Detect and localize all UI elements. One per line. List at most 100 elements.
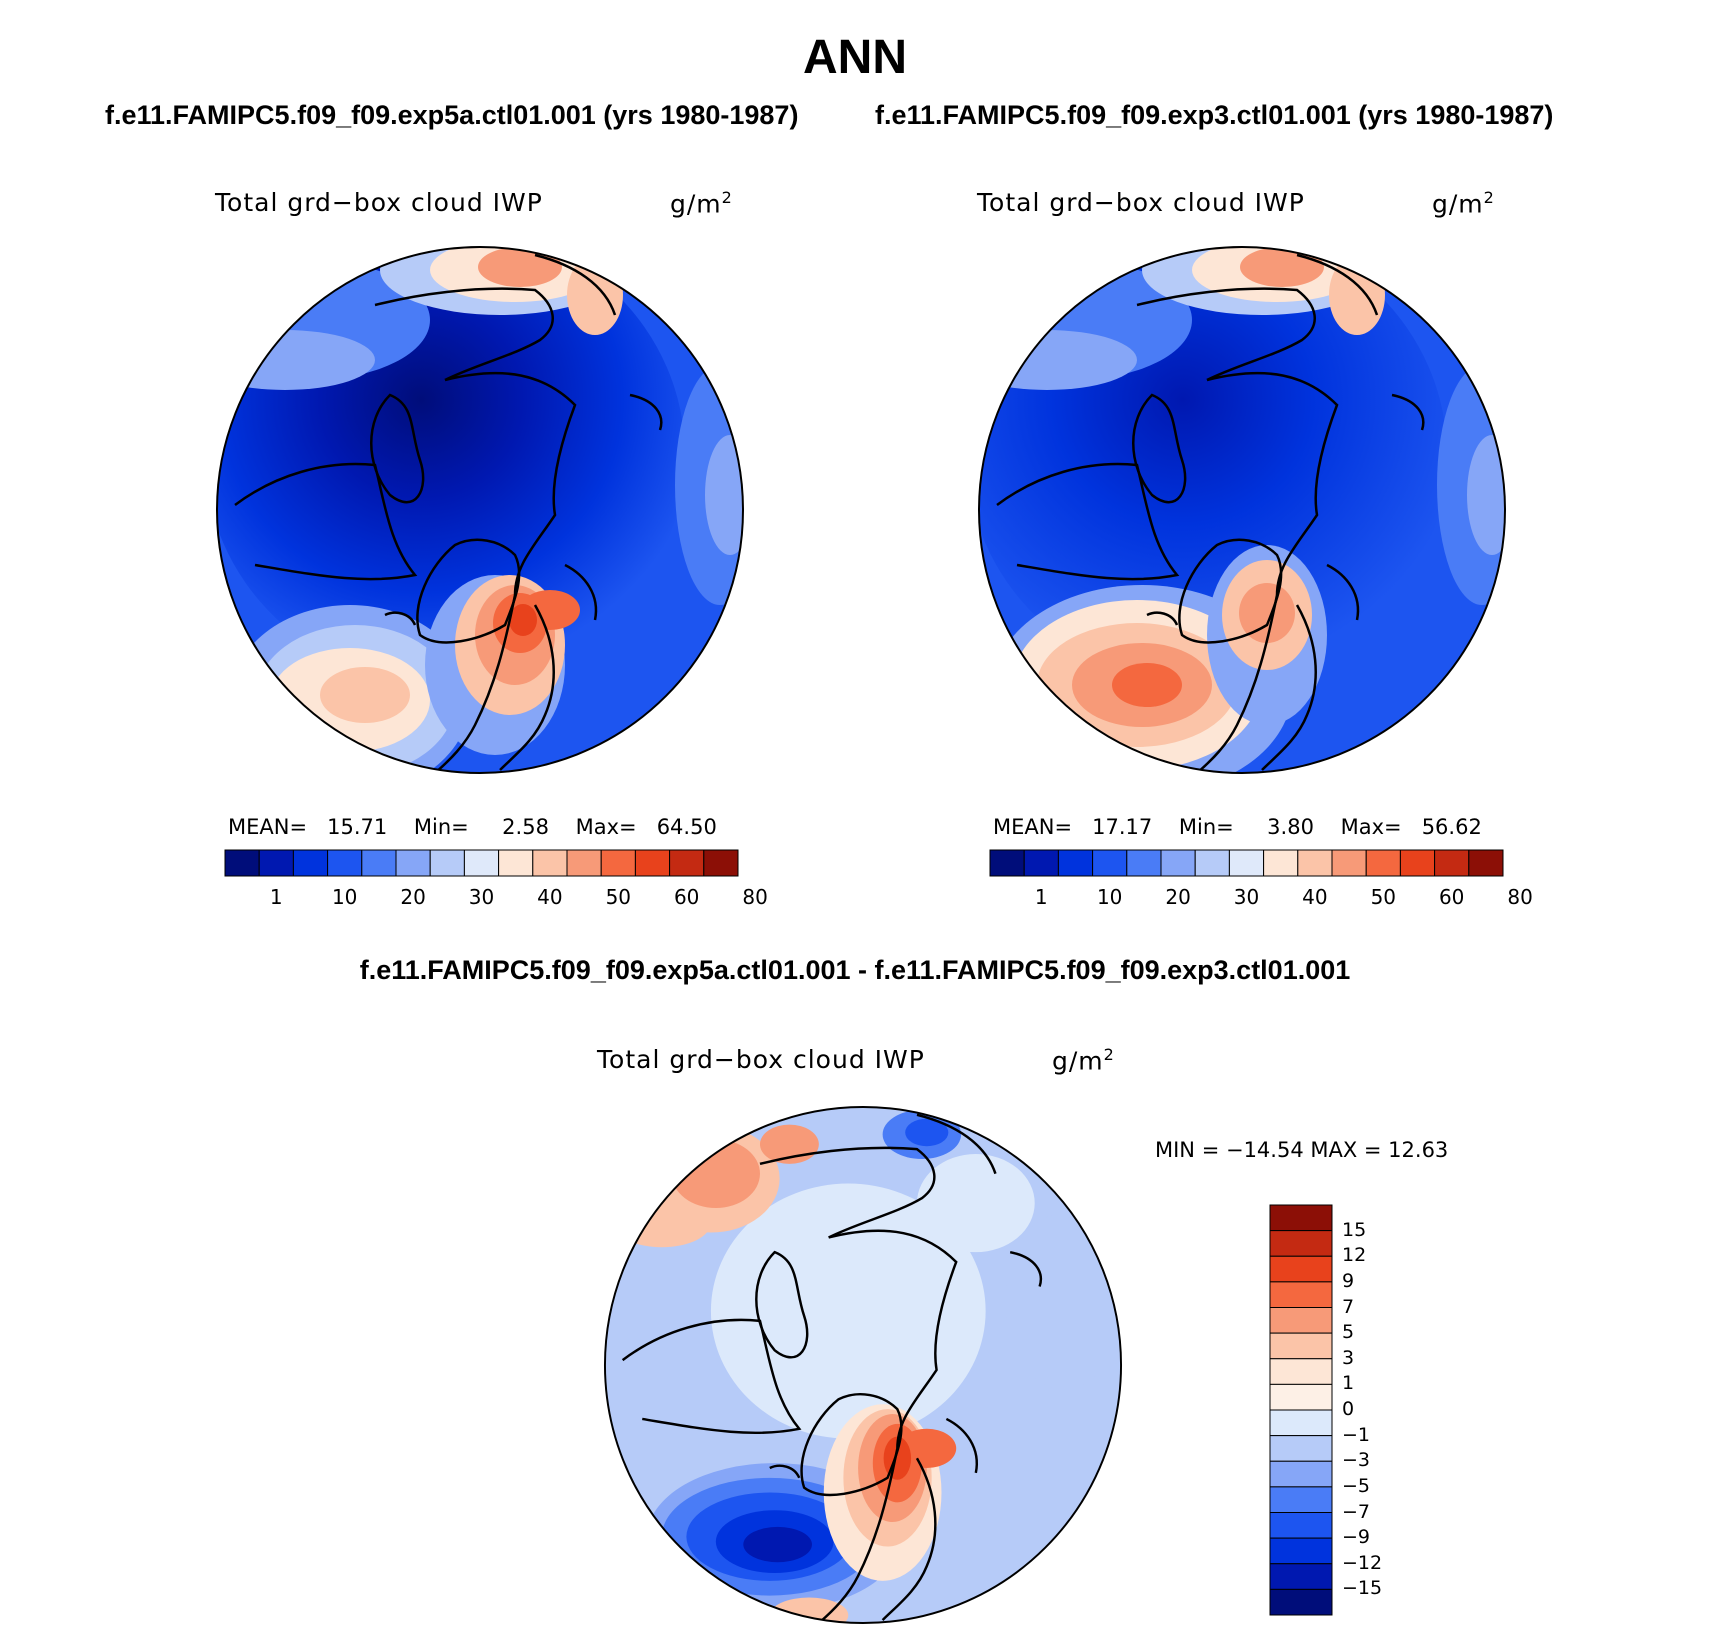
- variable-label-diff: Total grd−box cloud IWP: [597, 1045, 925, 1074]
- colorbar-swatch: [1365, 849, 1401, 877]
- colorbar-swatch: [1092, 849, 1128, 877]
- colorbar-swatch: [1269, 1230, 1333, 1257]
- colorbar-swatch: [989, 849, 1025, 877]
- colorbar-swatch: [1126, 849, 1162, 877]
- colorbar-tick-label: 12: [1342, 1244, 1367, 1267]
- max-label: Max=: [1340, 815, 1402, 839]
- polar-map-left: [216, 246, 744, 774]
- colorbar-left: [224, 849, 739, 877]
- colorbar-swatch: [1269, 1281, 1333, 1308]
- colorbar-swatch: [1269, 1435, 1333, 1462]
- colorbar-swatch: [566, 849, 602, 877]
- colorbar-tick-label: 40: [537, 885, 563, 909]
- colorbar-tick-label: 30: [1233, 885, 1260, 909]
- colorbar-swatch: [1269, 1512, 1333, 1539]
- colorbar-tick-label: 15: [1342, 1218, 1367, 1241]
- colorbar-swatch: [1269, 1255, 1333, 1283]
- variable-label-right: Total grd−box cloud IWP: [977, 188, 1305, 217]
- colorbar-tick-label: 1: [269, 885, 283, 909]
- colorbar-swatch: [1434, 849, 1470, 877]
- mean-value: 17.17: [1092, 815, 1153, 839]
- colorbar-tick-label: 7: [1342, 1295, 1355, 1318]
- colorbar-tick-label: 1: [1342, 1372, 1355, 1395]
- difference-title: f.e11.FAMIPC5.f09_f09.exp5a.ctl01.001 - …: [359, 955, 1351, 985]
- colorbar-swatch: [292, 849, 329, 877]
- min-label: Min=: [1178, 815, 1234, 839]
- colorbar-ticks-left: 1 10 20 30 40 50 60 80: [225, 885, 768, 911]
- main-title: ANN: [803, 31, 907, 84]
- colorbar-tick-label: 60: [1438, 885, 1465, 909]
- colorbar-swatch: [361, 849, 397, 877]
- colorbar-tick-label: 20: [400, 885, 426, 909]
- polar-map-difference: [603, 1105, 1123, 1625]
- colorbar-swatch: [600, 849, 636, 877]
- mean-value: 15.71: [327, 815, 388, 839]
- colorbar-tick-label: 20: [1165, 885, 1191, 909]
- colorbar-tick-label: −5: [1342, 1474, 1371, 1497]
- variable-label-left: Total grd−box cloud IWP: [215, 188, 543, 217]
- colorbar-right: [989, 849, 1504, 877]
- colorbar-tick-label: 80: [742, 885, 768, 909]
- max-value: 64.50: [656, 815, 717, 839]
- min-value: 2.58: [502, 815, 549, 839]
- colorbar-tick-label: −3: [1342, 1449, 1371, 1472]
- colorbar-swatch: [669, 849, 705, 877]
- min-label: Min=: [413, 815, 469, 839]
- colorbar-swatch: [1269, 1204, 1333, 1232]
- colorbar-swatch: [1399, 849, 1436, 877]
- colorbar-tick-label: 50: [605, 885, 632, 909]
- colorbar-tick-label: −15: [1342, 1577, 1383, 1600]
- colorbar-swatch: [703, 849, 739, 877]
- colorbar-tick-label: 50: [1370, 885, 1397, 909]
- max-label: Max=: [575, 815, 637, 839]
- colorbar-swatch: [1269, 1307, 1333, 1334]
- colorbar-swatch: [1160, 849, 1196, 877]
- colorbar-swatch: [1269, 1563, 1333, 1590]
- colorbar-swatch: [634, 849, 671, 877]
- colorbar-swatch: [1269, 1332, 1333, 1360]
- colorbar-tick-label: 5: [1342, 1321, 1355, 1344]
- colorbar-swatch: [1269, 1358, 1333, 1385]
- colorbar-tick-label: 9: [1342, 1269, 1355, 1292]
- stats-left: MEAN= 15.71 Min= 2.58 Max= 64.50: [228, 815, 717, 839]
- colorbar-swatch: [258, 849, 294, 877]
- colorbar-swatch: [1269, 1537, 1333, 1565]
- colorbar-tick-label: −1: [1342, 1423, 1371, 1446]
- colorbar-tick-label: −7: [1342, 1500, 1371, 1523]
- colorbar-swatch: [224, 849, 260, 877]
- colorbar-tick-label: 10: [331, 885, 358, 909]
- colorbar-swatch: [1057, 849, 1094, 877]
- colorbar-swatch: [1269, 1460, 1333, 1488]
- colorbar-tick-label: 80: [1507, 885, 1533, 909]
- map-border-left: [216, 246, 744, 774]
- colorbar-swatch: [1194, 849, 1230, 877]
- colorbar-tick-label: 1: [1034, 885, 1048, 909]
- colorbar-tick-label: −12: [1342, 1551, 1383, 1574]
- colorbar-swatch: [1269, 1409, 1333, 1437]
- colorbar-swatch: [1269, 1383, 1333, 1411]
- colorbar-swatch: [1023, 849, 1059, 877]
- colorbar-tick-label: 0: [1342, 1398, 1355, 1420]
- colorbar-swatch: [1263, 849, 1299, 877]
- polar-map-right: [978, 246, 1506, 774]
- colorbar-tick-label: 30: [468, 885, 495, 909]
- colorbar-tick-label: 10: [1096, 885, 1123, 909]
- units-left: g/m2: [670, 188, 733, 219]
- colorbar-swatch: [1228, 849, 1265, 877]
- colorbar-swatch: [429, 849, 465, 877]
- case-title-right: f.e11.FAMIPC5.f09_f09.exp3.ctl01.001 (yr…: [875, 100, 1554, 130]
- colorbar-swatch: [1297, 849, 1333, 877]
- colorbar-ticks-right: 1 10 20 30 40 50 60 80: [990, 885, 1533, 911]
- colorbar-swatch: [532, 849, 568, 877]
- map-border-difference: [603, 1105, 1123, 1625]
- colorbar-swatch: [1331, 849, 1367, 877]
- colorbar-difference: [1269, 1204, 1333, 1616]
- colorbar-swatch: [395, 849, 431, 877]
- max-value: 56.62: [1421, 815, 1482, 839]
- stats-right: MEAN= 17.17 Min= 3.80 Max= 56.62: [993, 815, 1482, 839]
- mean-label: MEAN=: [228, 815, 308, 839]
- map-border-right: [978, 246, 1506, 774]
- units-right: g/m2: [1432, 188, 1495, 219]
- colorbar-swatch: [463, 849, 500, 877]
- colorbar-tick-label: 3: [1342, 1346, 1355, 1369]
